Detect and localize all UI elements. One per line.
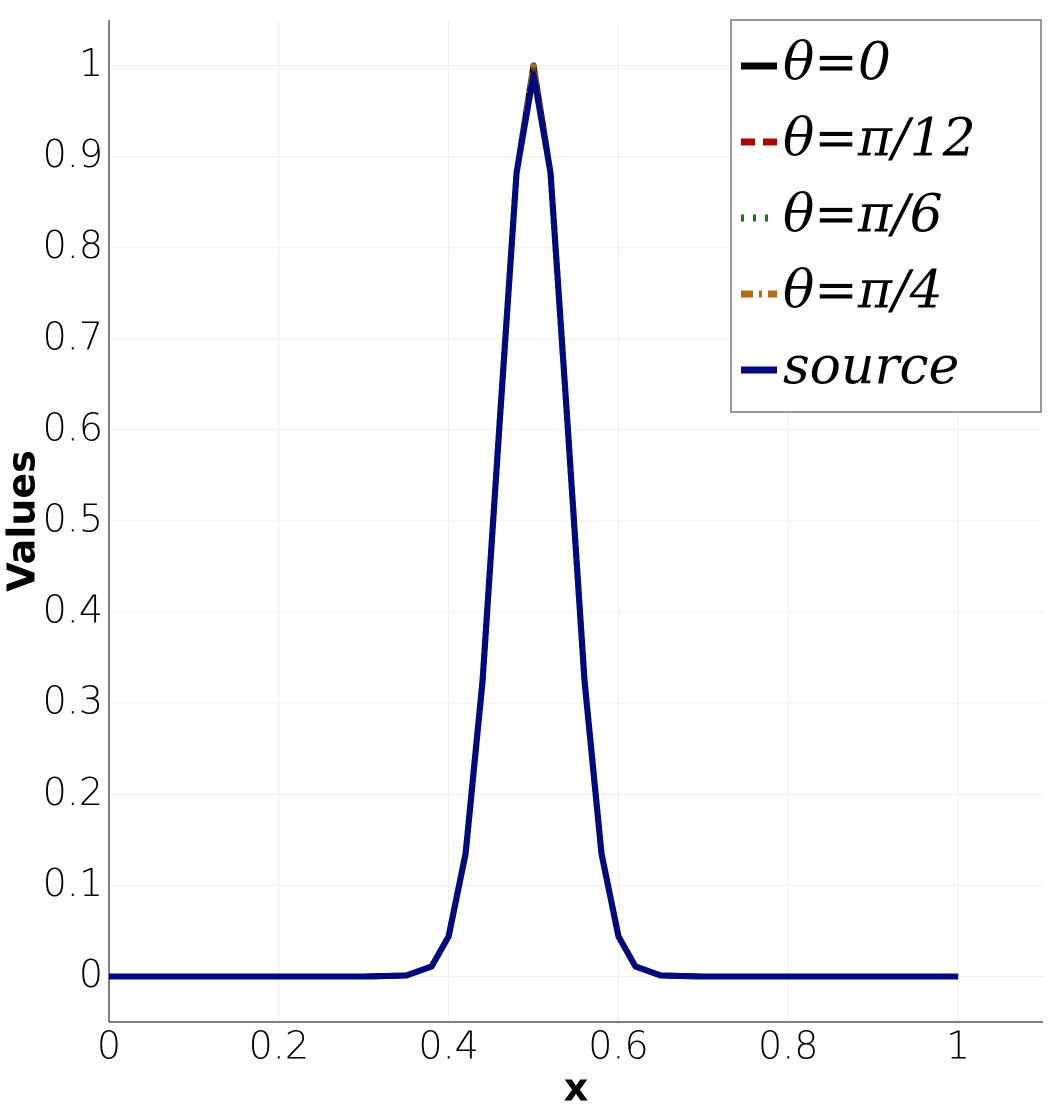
legend-label: θ=π/12 bbox=[783, 109, 976, 169]
x-tick-label: 0.2 bbox=[249, 1024, 309, 1068]
data-line bbox=[109, 71, 959, 980]
legend-label: θ=π/4 bbox=[783, 261, 943, 321]
x-tick-label: 0 bbox=[97, 1024, 121, 1068]
x-axis-label: x bbox=[564, 1066, 589, 1110]
y-tick-label: 0.2 bbox=[43, 770, 103, 814]
x-tick-label: 1 bbox=[946, 1024, 970, 1068]
y-tick-label: 0.1 bbox=[43, 861, 103, 905]
y-tick-label: 0.5 bbox=[43, 497, 103, 541]
legend-label: θ=0 bbox=[783, 33, 891, 93]
x-tick-label: 0.8 bbox=[758, 1024, 818, 1068]
y-tick-label: 0.4 bbox=[43, 588, 103, 632]
y-tick-label: 0.8 bbox=[43, 223, 103, 267]
y-axis-label: Values bbox=[0, 450, 44, 591]
legend-label: θ=π/6 bbox=[783, 185, 943, 245]
y-tick-label: 0.7 bbox=[43, 314, 103, 358]
y-tick-label: 1 bbox=[79, 41, 103, 85]
x-tick-label: 0.4 bbox=[418, 1024, 478, 1068]
legend: θ=0 θ=π/12 θ=π/6 θ=π/4 source bbox=[730, 19, 1042, 413]
x-tick-label: 0.6 bbox=[588, 1024, 648, 1068]
y-tick-label: 0.9 bbox=[43, 132, 103, 176]
y-tick-label: 0.3 bbox=[43, 679, 103, 723]
y-tick-label: 0.6 bbox=[43, 405, 103, 449]
legend-label: source bbox=[783, 337, 959, 397]
data-line bbox=[109, 63, 959, 979]
legend-box bbox=[730, 19, 1042, 413]
y-tick-label: 0 bbox=[79, 952, 103, 996]
